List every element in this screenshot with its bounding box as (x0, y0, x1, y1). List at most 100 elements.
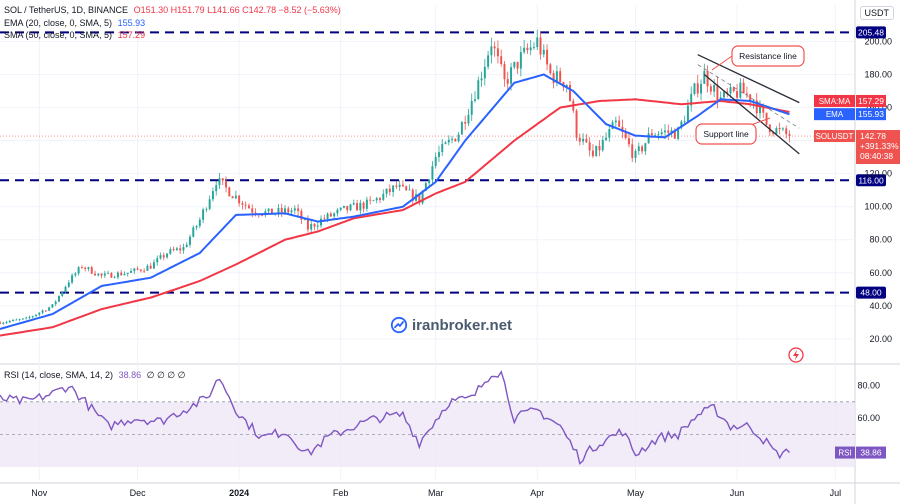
price-badge-line: 142.78 (860, 131, 886, 141)
candle-body (709, 86, 712, 92)
candle-body (575, 110, 578, 138)
candle-body (428, 179, 431, 184)
candle-body (555, 71, 558, 83)
y-tick-label: 40.00 (869, 301, 892, 311)
candle-body (64, 286, 67, 293)
candle-body (634, 150, 637, 158)
candle-body (608, 129, 611, 138)
candle-body (379, 198, 381, 200)
candle-body (605, 137, 608, 140)
ohlc-readout: O151.30 H151.79 L141.66 C142.78 −8.52 (−… (133, 5, 341, 15)
candle-body (51, 304, 54, 308)
candle-body (146, 265, 149, 271)
candles-layer (0, 29, 791, 325)
y-tick-label: 60.00 (869, 268, 892, 278)
candle-body (2, 322, 5, 324)
currency-label[interactable]: USDT (859, 6, 894, 20)
price-badge-box (856, 130, 900, 165)
ema-legend[interactable]: EMA (20, close, 0, SMA, 5) 155.93 (4, 18, 145, 29)
candle-body (126, 272, 129, 274)
candle-body (680, 121, 683, 128)
candle-body (454, 138, 457, 142)
candle-body (244, 204, 247, 206)
price-badge-name-box (814, 130, 855, 143)
candle-body (506, 79, 509, 84)
candle-body (424, 183, 427, 191)
candle-body (736, 91, 739, 98)
candle-body (664, 130, 666, 133)
candle-body (667, 130, 670, 133)
candle-body (28, 317, 31, 318)
candle-body (156, 258, 159, 263)
candle-body (87, 267, 90, 269)
candle-body (444, 142, 447, 144)
candle-body (336, 209, 339, 214)
candle-body (94, 273, 96, 276)
candle-body (644, 143, 647, 152)
candle-body (598, 145, 601, 151)
candle-body (152, 262, 155, 269)
candle-body (326, 213, 329, 220)
candle-body (159, 255, 162, 259)
candle-body (627, 138, 630, 145)
candle-body (457, 134, 460, 142)
candle-body (35, 314, 38, 317)
watermark-logo-icon (390, 316, 408, 334)
candle-body (683, 121, 686, 123)
candle-body (765, 112, 768, 125)
level-label: 48.00 (860, 288, 882, 298)
candle-body (673, 130, 676, 139)
rsi-legend[interactable]: RSI (14, close, SMA, 14, 2) 38.86 ∅ ∅ ∅ … (4, 370, 185, 381)
candle-body (320, 218, 323, 226)
candle-body (100, 273, 103, 276)
candle-body (116, 272, 119, 278)
candle-body (742, 82, 745, 94)
lightning-icon[interactable] (788, 347, 804, 363)
candle-body (303, 219, 306, 221)
candle-body (339, 207, 342, 210)
candle-body (234, 195, 237, 199)
resistance-callout-box (731, 45, 805, 67)
candle-body (591, 150, 594, 157)
ema-legend-value: 155.93 (117, 18, 146, 28)
channel-mid-line (697, 64, 800, 129)
candle-body (467, 114, 470, 124)
candle-body (451, 138, 454, 140)
sma-badge-name-box (814, 94, 855, 107)
sma-badge-value: 157.29 (858, 96, 884, 106)
support-callout-text: Support line (703, 129, 749, 139)
candle-body (310, 224, 313, 230)
candle-body (139, 269, 142, 271)
y-tick-label: 80.00 (869, 235, 892, 245)
support-callout-box (695, 123, 757, 145)
candle-body (261, 214, 264, 216)
candle-body (431, 166, 434, 180)
candle-body (323, 218, 326, 220)
candle-body (585, 138, 588, 143)
rsi-legend-label: RSI (14, close, SMA, 14, 2) (4, 370, 114, 380)
candle-body (513, 61, 516, 68)
candle-body (788, 134, 791, 137)
candle-body (480, 78, 483, 81)
candle-body (44, 310, 47, 312)
candle-body (342, 205, 345, 208)
ema-badge-value: 155.93 (858, 109, 884, 119)
candle-body (306, 219, 309, 230)
candle-body (287, 208, 290, 213)
candle-body (375, 198, 378, 201)
candle-body (231, 196, 234, 199)
level-badge (856, 26, 886, 39)
candle-body (5, 322, 8, 323)
sma-legend-value: 157.29 (117, 30, 146, 40)
candle-body (401, 184, 404, 187)
candle-body (729, 87, 732, 94)
sma-legend[interactable]: SMA (50, close, 0, SMA, 5) 157.29 (4, 30, 145, 41)
candle-body (569, 84, 571, 101)
candle-body (732, 87, 735, 92)
annotations-layer: Resistance line Support line (695, 45, 805, 145)
candle-body (460, 122, 463, 135)
ema-badge-name-box (814, 108, 855, 121)
candle-body (175, 248, 178, 251)
candle-body (490, 46, 493, 56)
